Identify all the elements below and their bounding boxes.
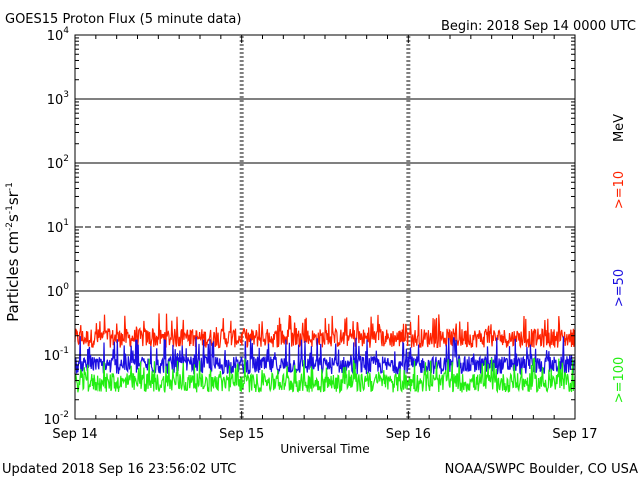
channel-label-100mev: >=100 [612,357,627,404]
source-text: NOAA/SWPC Boulder, CO USA [445,462,638,477]
x-tick-label: Sep 16 [386,427,431,442]
x-tick-label: Sep 17 [552,427,597,442]
series-layer [74,313,576,394]
y-tick-label: 100 [47,282,70,300]
y-tick-label: 10-1 [43,346,69,364]
begin-time: Begin: 2018 Sep 14 0000 UTC [441,19,636,34]
series-line [74,357,576,394]
y-tick-label: 10-2 [43,410,69,428]
y-axis-label: Particles cm-2s-1sr-1 [4,182,22,322]
y-tick-label: 102 [47,154,69,172]
x-tick-label: Sep 14 [52,427,97,442]
y-tick-label: 103 [47,90,69,108]
y-tick-label: 104 [47,26,70,44]
y-tick-label: 101 [47,218,69,236]
channel-label-50mev: >=50 [612,269,627,307]
chart-title: GOES15 Proton Flux (5 minute data) [5,12,241,27]
series-line [74,313,576,350]
updated-text: Updated 2018 Sep 16 23:56:02 UTC [2,462,236,477]
x-axis-label: Universal Time [280,442,369,456]
channel-label-10mev: >=10 [612,171,627,209]
x-tick-label: Sep 15 [219,427,264,442]
unit-label: MeV [612,114,627,142]
